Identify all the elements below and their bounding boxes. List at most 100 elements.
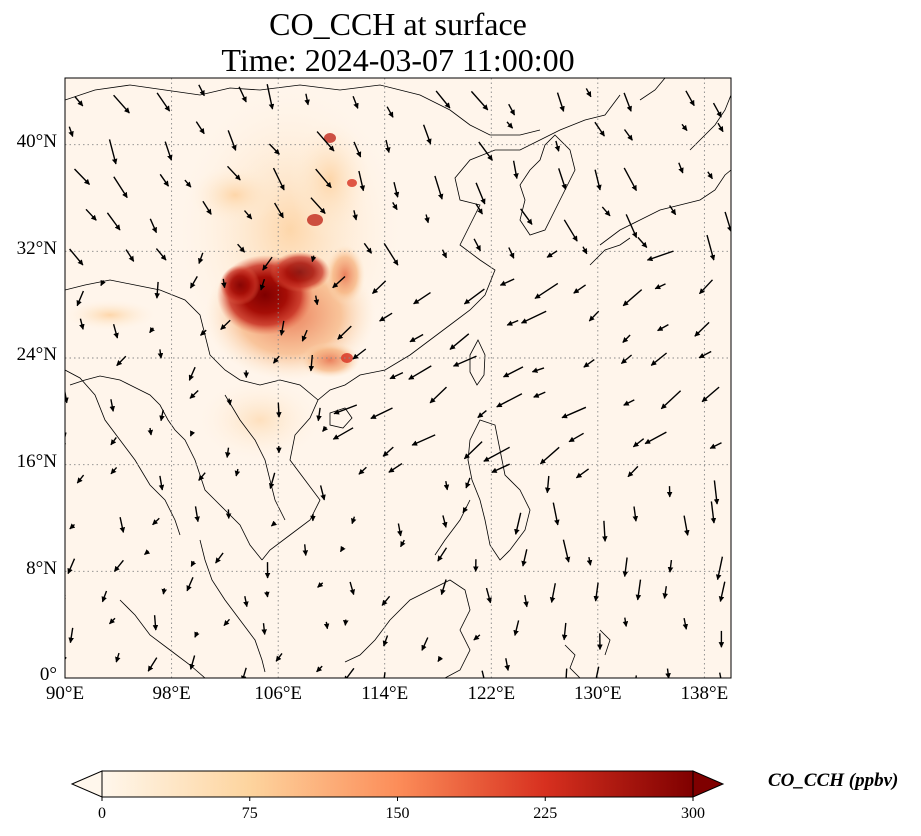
wind-arrow — [116, 355, 127, 367]
wind-arrow — [440, 579, 447, 596]
wind-arrow — [316, 665, 323, 673]
wind-arrow — [266, 84, 275, 110]
wind-arrow — [422, 124, 432, 145]
lat-tick-32n: 32°N — [16, 238, 57, 259]
coastlines — [65, 78, 731, 678]
wind-arrow — [333, 404, 358, 415]
wind-arrow — [112, 324, 119, 339]
wind-arrow — [413, 292, 431, 305]
wind-arrow — [202, 200, 212, 215]
wind-arrow — [313, 295, 320, 306]
wind-arrow — [225, 447, 231, 458]
wind-arrow — [276, 402, 282, 418]
wind-arrow — [561, 622, 568, 641]
wind-arrow — [69, 248, 84, 266]
wind-arrow — [512, 160, 519, 180]
wind-arrow — [514, 512, 522, 535]
wind-arrow — [698, 350, 712, 359]
wind-arrow — [531, 367, 545, 373]
wind-arrow — [462, 506, 468, 514]
wind-arrow — [622, 617, 629, 627]
wind-arrow — [302, 544, 309, 556]
wind-arrow — [155, 248, 167, 261]
wind-arrow — [520, 310, 547, 324]
wind-arrow — [304, 93, 310, 106]
wind-arrow — [144, 549, 151, 556]
wind-arrow — [593, 582, 600, 602]
wind-arrow — [101, 590, 108, 603]
wind-arrow — [513, 620, 520, 636]
wind-arrow — [620, 354, 633, 365]
wind-arrow — [698, 279, 714, 295]
wind-arrow — [662, 586, 669, 599]
wind-arrow — [504, 658, 510, 671]
wind-arrow — [388, 463, 403, 473]
map-frame — [64, 77, 732, 679]
wind-arrow — [437, 655, 444, 662]
wind-arrow — [363, 242, 373, 254]
wind-arrow — [68, 126, 74, 138]
wind-arrow — [429, 386, 447, 404]
wind-arrow — [421, 637, 429, 651]
wind-arrow — [709, 442, 722, 450]
wind-arrow — [496, 393, 523, 408]
graticule — [65, 78, 731, 678]
wind-arrow — [164, 141, 173, 161]
wind-arrow — [478, 141, 493, 161]
lat-tick-40n: 40°N — [16, 131, 57, 152]
wind-arrow — [552, 502, 560, 526]
wind-arrow — [220, 319, 231, 331]
wind-arrow — [109, 399, 116, 412]
wind-arrow — [198, 252, 204, 265]
wind-arrow — [568, 432, 584, 443]
concentration-field — [65, 78, 731, 678]
wind-arrow — [503, 366, 524, 378]
wind-arrow — [707, 171, 713, 180]
wind-arrow — [319, 485, 326, 501]
wind-arrow — [463, 288, 485, 305]
wind-arrow — [259, 278, 266, 291]
wind-arrow — [443, 480, 450, 491]
wind-arrow — [76, 474, 85, 484]
wind-arrow — [184, 179, 192, 188]
wind-arrow — [268, 472, 276, 490]
wind-arrow — [383, 672, 386, 678]
wind-arrow — [669, 205, 677, 216]
wind-arrow — [657, 323, 669, 332]
wind-arrow — [408, 365, 432, 380]
wind-arrow — [270, 520, 278, 527]
lon-tick-114e: 114°E — [361, 683, 409, 704]
wind-arrow — [106, 212, 121, 231]
wind-arrow — [463, 441, 483, 460]
wind-arrow — [342, 619, 349, 626]
wind-arrow — [275, 652, 283, 662]
wind-arrow — [226, 165, 241, 181]
wind-arrow — [352, 348, 367, 360]
wind-arrow — [627, 465, 639, 478]
wind-arrow — [190, 560, 197, 567]
wind-arrow — [315, 168, 332, 189]
wind-arrow — [475, 182, 486, 205]
wind-arrow — [660, 390, 682, 410]
wind-arrow — [264, 591, 270, 598]
wind-arrow — [386, 106, 394, 118]
wind-arrow — [68, 627, 74, 644]
wind-arrow — [349, 581, 356, 596]
wind-arrow — [562, 539, 571, 563]
wind-arrow — [452, 355, 477, 367]
wind-arrow — [310, 197, 326, 214]
wind-arrow — [317, 581, 324, 588]
wind-arrow — [586, 556, 593, 566]
wind-arrow — [272, 355, 280, 364]
wind-arrow — [477, 410, 487, 419]
wind-arrow — [67, 558, 76, 575]
wind-arrow — [110, 436, 117, 446]
wind-arrow — [523, 594, 529, 608]
wind-arrow — [381, 595, 391, 606]
wind-arrow — [159, 173, 170, 187]
wind-arrow — [473, 238, 482, 252]
wind-arrow — [261, 623, 267, 635]
wind-arrow — [221, 278, 227, 289]
colorbar-label: CO_CCH (ppbv) — [768, 770, 899, 791]
wind-arrow — [713, 480, 720, 505]
